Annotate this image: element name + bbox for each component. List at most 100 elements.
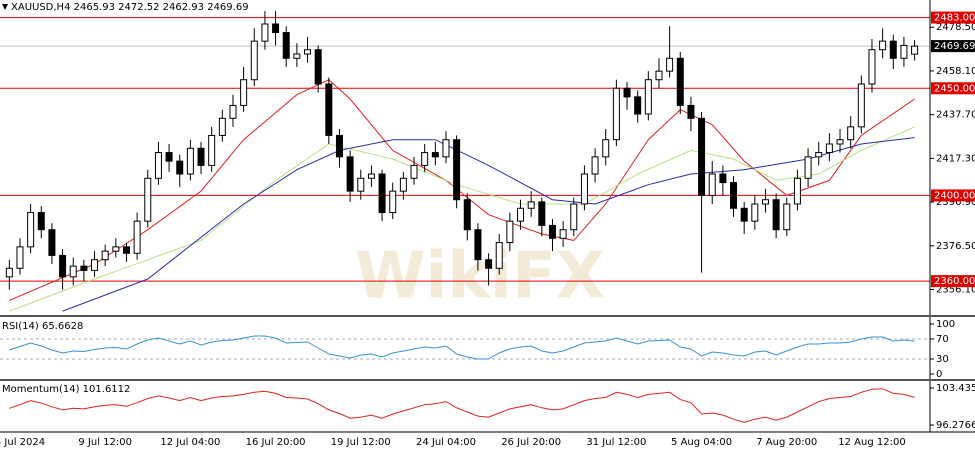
candle-body <box>421 152 429 166</box>
candle-body <box>495 242 503 269</box>
candle-body <box>48 229 56 256</box>
candle-body <box>442 139 450 158</box>
candle-body <box>367 173 375 179</box>
candle-body <box>101 250 109 261</box>
candle-body <box>80 265 88 271</box>
candle-body <box>282 32 290 59</box>
candle-body <box>410 164 418 179</box>
level-label: 2450.00 <box>934 83 975 94</box>
candle-body <box>154 152 162 179</box>
y-tick-label: 70 <box>936 334 949 345</box>
x-tick-label: 12 Aug 12:00 <box>838 437 905 448</box>
candle-body <box>676 57 684 106</box>
moving-average <box>62 137 915 312</box>
y-tick-label: 2396.90 <box>936 197 975 208</box>
y-tick-label: 100 <box>936 319 955 330</box>
candle-body <box>708 173 716 196</box>
candle-body <box>655 70 663 81</box>
candle-body <box>122 246 130 254</box>
plot-area <box>0 11 930 423</box>
candle-body <box>602 139 610 158</box>
candle-body <box>900 44 908 59</box>
candle-body <box>868 49 876 85</box>
y-tick-label: 2458.10 <box>936 66 975 77</box>
candle-body <box>314 49 322 85</box>
candle-body <box>825 143 833 154</box>
level-label-box <box>931 275 975 288</box>
candle-body <box>740 207 748 222</box>
y-tick-label: 30 <box>936 354 949 365</box>
y-tick-label: 96.2766 <box>936 420 975 431</box>
y-tick-label: 2478.50 <box>936 22 975 33</box>
candle-body <box>815 152 823 158</box>
candle-body <box>165 152 173 162</box>
candle-body <box>431 152 439 158</box>
candle-body <box>836 139 844 145</box>
candle-body <box>37 212 45 231</box>
candle-body <box>527 201 535 209</box>
candle-body <box>730 182 738 209</box>
candle-body <box>793 177 801 205</box>
candle-body <box>719 173 727 184</box>
candle-body <box>91 259 99 271</box>
candle-body <box>144 177 152 222</box>
x-tick-label: 9 Jul 12:00 <box>78 437 132 448</box>
candle-body <box>612 87 620 141</box>
y-tick-label: 2417.30 <box>936 153 975 164</box>
candle-body <box>293 53 301 59</box>
candle-body <box>847 126 855 141</box>
candle-body <box>687 104 695 119</box>
candle-body <box>218 117 226 136</box>
level-label-box <box>931 11 975 24</box>
candle-body <box>197 147 205 166</box>
candle-body <box>229 104 237 119</box>
candle-body <box>623 87 631 98</box>
title-marker <box>2 4 8 10</box>
candle-body <box>261 23 269 42</box>
candle-body <box>389 190 397 214</box>
moving-average <box>9 79 915 301</box>
level-label: 2360.00 <box>934 276 975 287</box>
x-tick-label: 5 Aug 04:00 <box>671 437 732 448</box>
candle-body <box>644 79 652 115</box>
candle-body <box>879 40 887 51</box>
candle-body <box>16 246 24 269</box>
candle-body <box>591 156 599 175</box>
y-tick-label: 2356.10 <box>936 285 975 296</box>
candle-body <box>335 134 343 158</box>
candle-body <box>761 199 769 205</box>
x-tick-label: 24 Jul 04:00 <box>416 437 476 448</box>
candle-body <box>857 83 865 128</box>
last-price-box <box>931 40 975 53</box>
candle-body <box>304 49 312 55</box>
x-tick-label: 26 Jul 20:00 <box>501 437 561 448</box>
x-tick-label: 19 Jul 12:00 <box>331 437 391 448</box>
indicator-line <box>9 335 915 360</box>
candle-body <box>272 23 280 34</box>
candle-body <box>112 246 120 252</box>
y-tick-label: 2376.50 <box>936 241 975 252</box>
candle-body <box>186 147 194 175</box>
candle-body <box>357 177 365 192</box>
candle-body <box>698 117 706 196</box>
y-tick-label: 2437.70 <box>936 110 975 121</box>
candle-body <box>804 156 812 179</box>
candle-body <box>548 224 556 239</box>
x-tick-label: 7 Aug 20:00 <box>756 437 817 448</box>
candle-body <box>69 265 77 278</box>
candle-body <box>666 57 674 72</box>
candle-body <box>517 207 525 222</box>
candle-body <box>176 160 184 175</box>
candle-body <box>27 212 35 248</box>
candle-body <box>751 203 759 222</box>
candle-body <box>208 134 216 166</box>
candle-body <box>453 139 461 201</box>
level-label-box <box>931 189 975 202</box>
candle-body <box>5 267 13 278</box>
level-label: 2483.00 <box>934 13 975 24</box>
candle-body <box>911 45 919 55</box>
candle-body <box>889 40 897 59</box>
candle-body <box>59 254 67 278</box>
y-tick-label: 103.4354 <box>936 383 975 394</box>
